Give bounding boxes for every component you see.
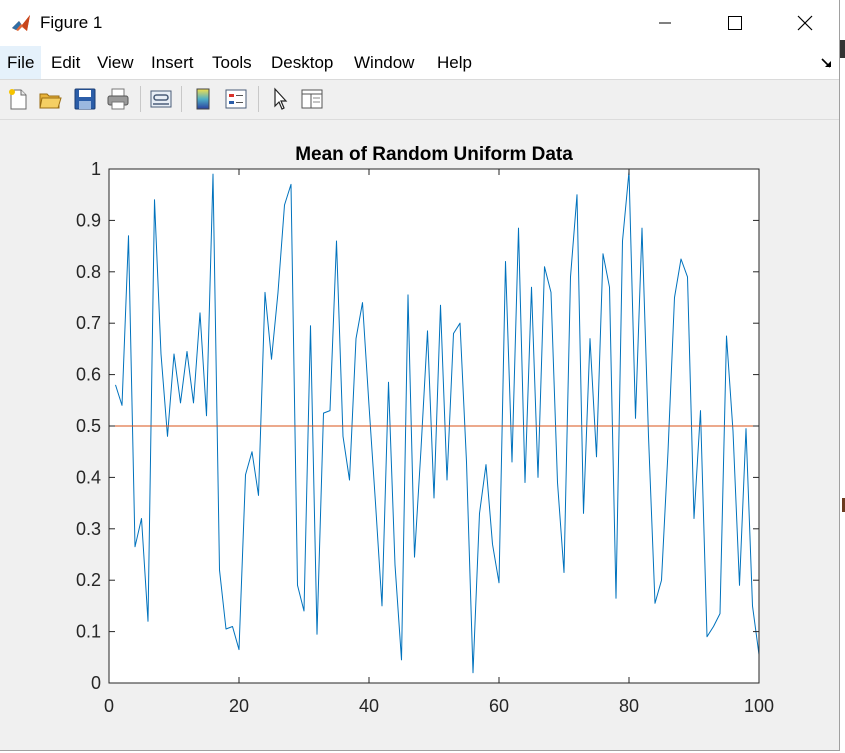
y-tick-label: 0.4 <box>76 467 101 487</box>
data-series-line <box>115 171 760 674</box>
link-plot-button[interactable] <box>147 85 175 113</box>
property-inspector-icon <box>301 89 323 109</box>
menu-edit[interactable]: Edit <box>51 53 81 72</box>
insert-colorbar-button[interactable] <box>189 85 217 113</box>
close-button[interactable] <box>770 0 839 46</box>
y-tick-label: 0.3 <box>76 519 101 539</box>
y-tick-label: 0.8 <box>76 262 101 282</box>
close-icon <box>797 15 813 31</box>
menu-file[interactable]: File <box>0 46 42 79</box>
minimize-button[interactable] <box>630 0 700 46</box>
save-icon <box>74 88 96 110</box>
plot-svg: 0 20 40 60 80 100 0 0.1 0.2 0.3 0.4 0.5 0.6 0.7 0.8 0.9… <box>76 144 774 716</box>
background-window-edge <box>842 498 845 512</box>
menu-help[interactable]: Help <box>437 53 472 72</box>
open-file-button[interactable] <box>36 85 64 113</box>
insert-legend-button[interactable] <box>222 85 250 113</box>
property-inspector-button[interactable] <box>298 85 326 113</box>
print-button[interactable] <box>104 85 132 113</box>
minimize-icon <box>659 22 671 24</box>
x-tick-label: 0 <box>104 696 114 716</box>
y-tick-label: 0 <box>91 673 101 693</box>
menu-view[interactable]: View <box>97 53 134 72</box>
menu-window[interactable]: Window <box>354 53 415 72</box>
dock-figure-icon[interactable] <box>820 56 834 70</box>
menu-bar: File Edit View Insert Tools Desktop Wind… <box>0 46 839 80</box>
colorbar-icon <box>196 88 210 110</box>
y-tick-label: 0.5 <box>76 416 101 436</box>
menu-desktop[interactable]: Desktop <box>271 53 334 72</box>
background-window-edge <box>840 40 845 58</box>
y-tick-label: 0.9 <box>76 210 101 230</box>
save-button[interactable] <box>71 85 99 113</box>
x-tick-label: 100 <box>744 696 774 716</box>
x-tick-label: 20 <box>229 696 249 716</box>
edit-plot-button[interactable] <box>266 85 294 113</box>
maximize-button[interactable] <box>700 0 770 46</box>
menu-insert[interactable]: Insert <box>151 53 194 72</box>
toolbar-separator <box>140 86 141 112</box>
title-bar[interactable]: Figure 1 <box>0 0 839 46</box>
print-icon <box>107 88 129 110</box>
x-tick-label: 40 <box>359 696 379 716</box>
figure-canvas[interactable]: 0 20 40 60 80 100 0 0.1 0.2 0.3 0.4 0.5 0.6 0.7 0.8 0.9… <box>0 121 839 750</box>
menu-tools[interactable]: Tools <box>212 53 252 72</box>
y-tick-label: 1 <box>91 159 101 179</box>
maximize-icon <box>728 16 742 30</box>
legend-icon <box>225 89 247 109</box>
y-tick-label: 0.6 <box>76 365 101 385</box>
link-plot-icon <box>150 90 172 108</box>
chart-title: Mean of Random Uniform Data <box>295 144 573 165</box>
figure-toolbar <box>0 80 839 120</box>
y-tick-label: 0.7 <box>76 313 101 333</box>
matlab-logo-icon <box>12 15 30 31</box>
new-figure-icon <box>9 89 27 110</box>
window-title: Figure 1 <box>40 13 103 32</box>
new-figure-button[interactable] <box>4 85 32 113</box>
open-file-icon <box>39 93 62 109</box>
x-tick-label: 80 <box>619 696 639 716</box>
x-tick-label: 60 <box>489 696 509 716</box>
y-tick-label: 0.1 <box>76 622 101 642</box>
toolbar-separator <box>181 86 182 112</box>
pointer-icon <box>274 87 288 110</box>
y-tick-label: 0.2 <box>76 570 101 590</box>
toolbar-separator <box>258 86 259 112</box>
